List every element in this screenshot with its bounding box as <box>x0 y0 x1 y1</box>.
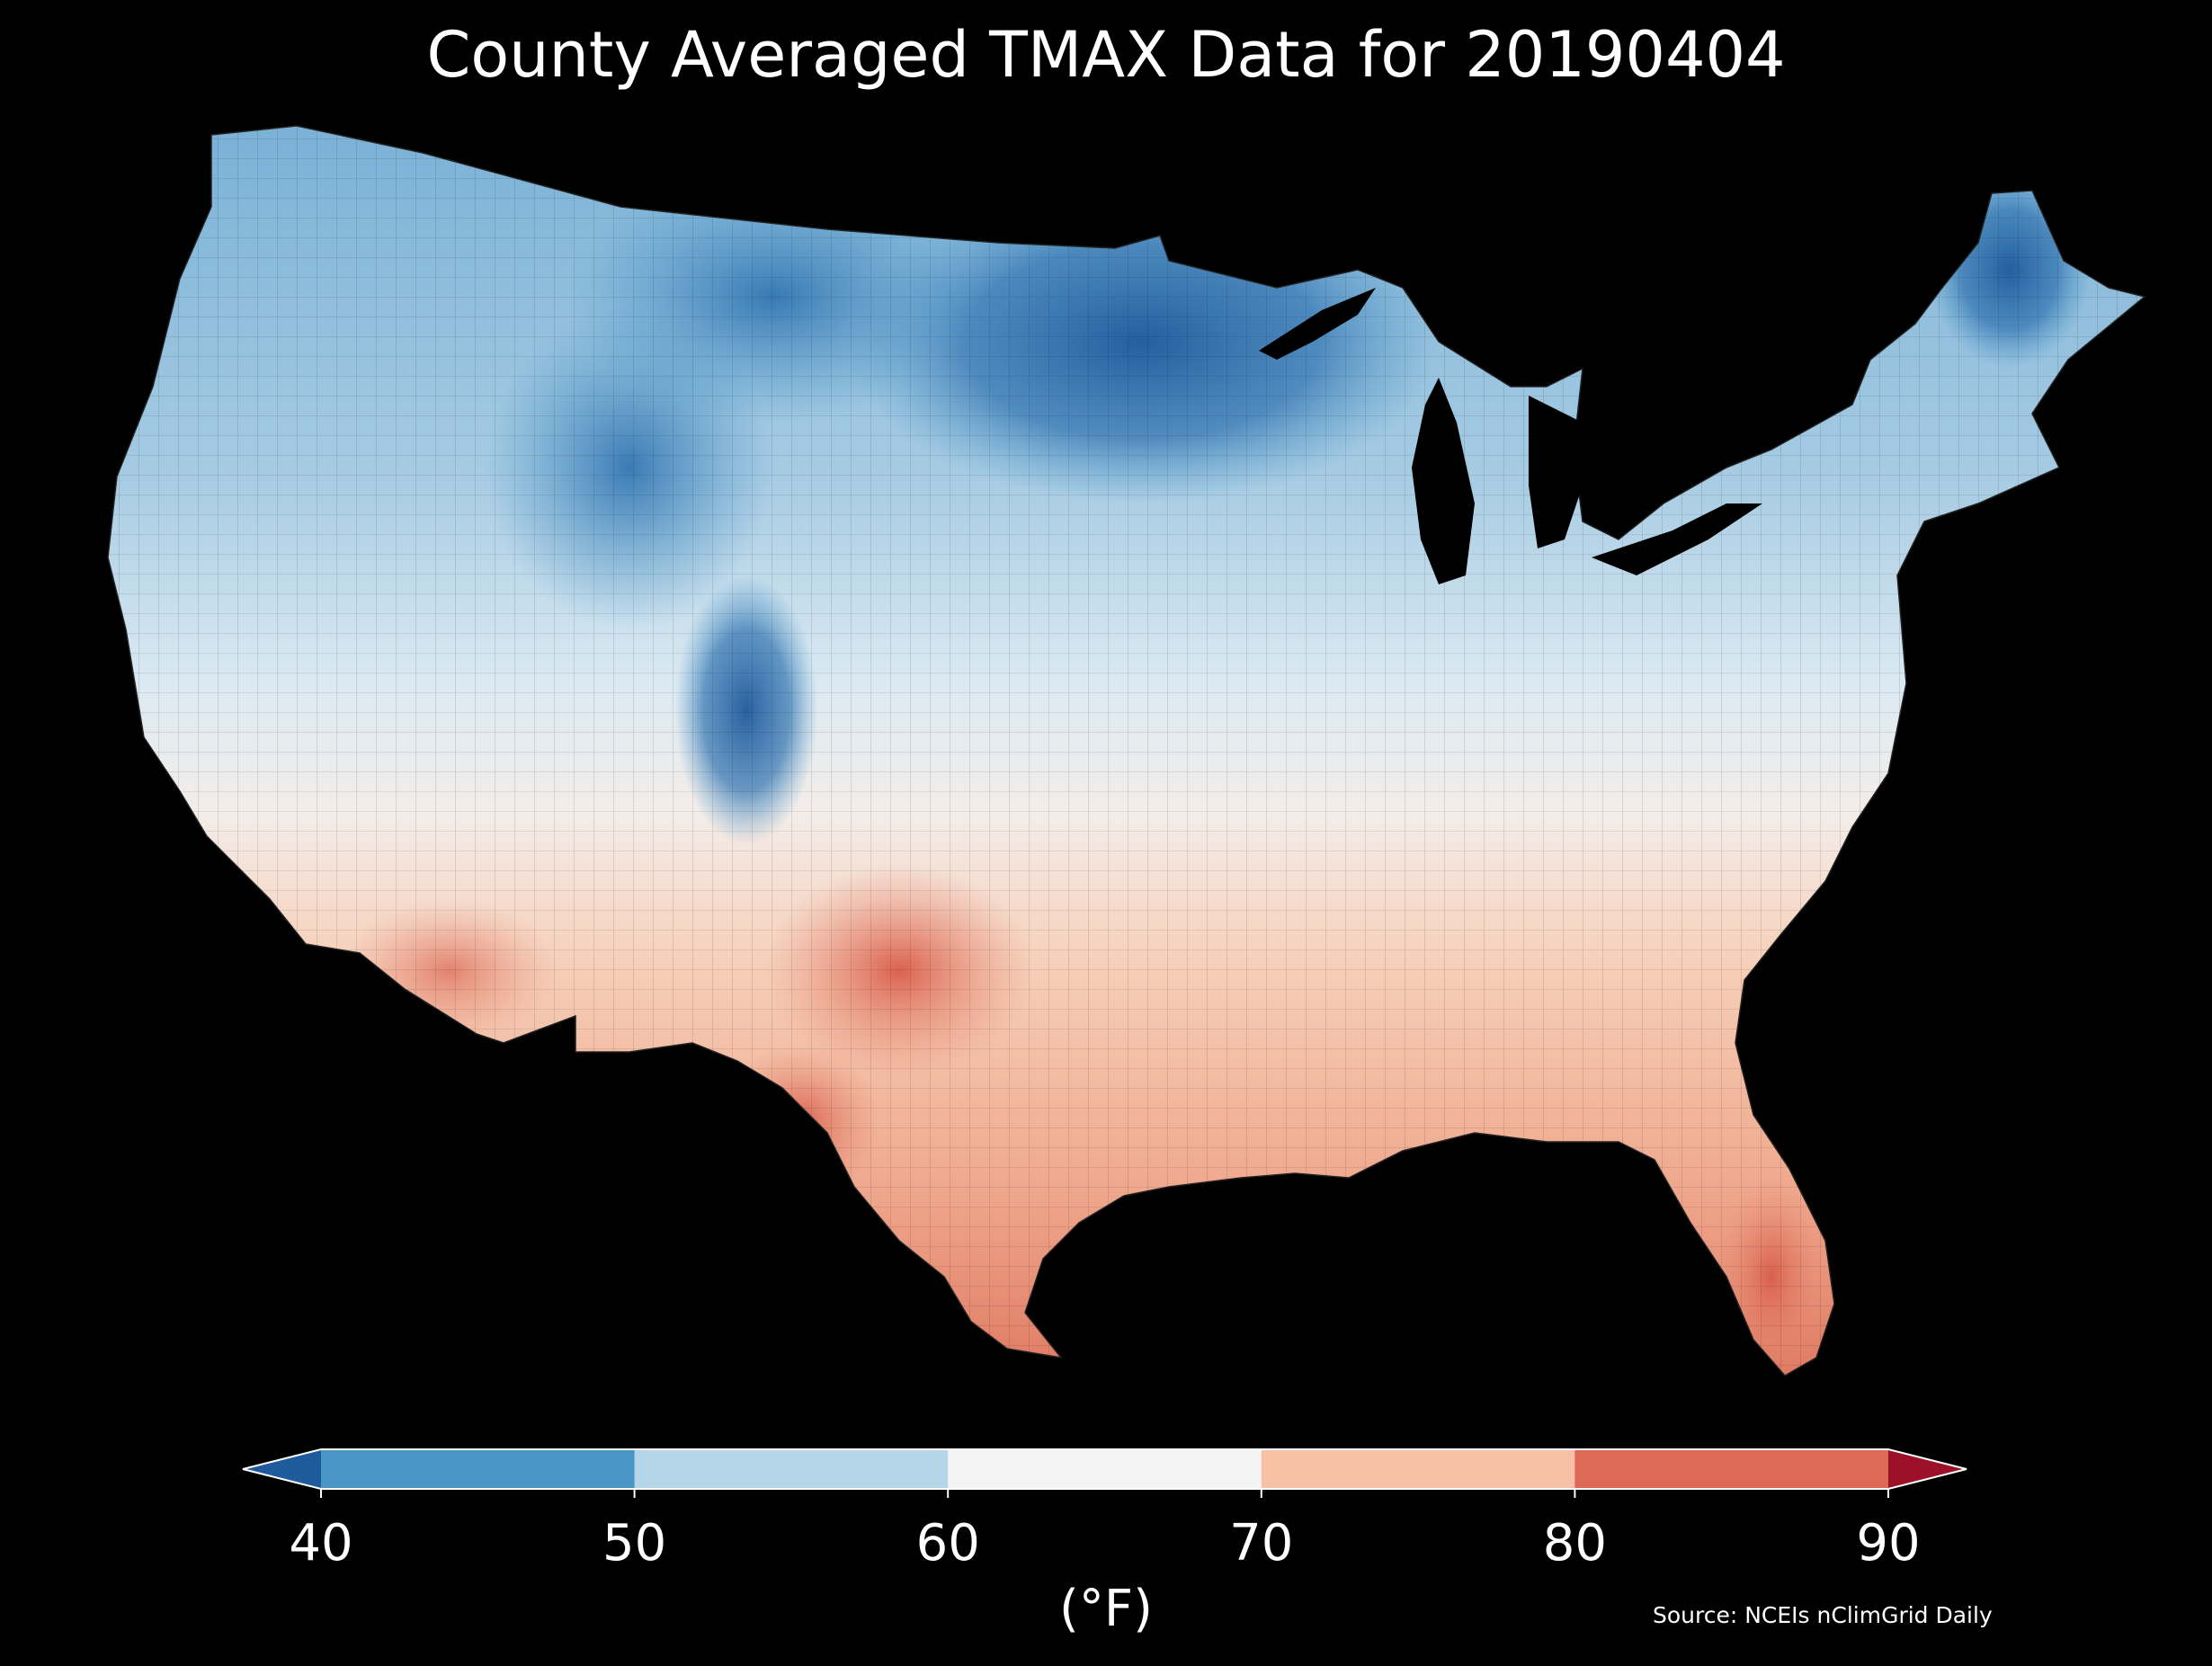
colorbar-bin <box>1574 1449 1889 1489</box>
colorbar-tick-label: 70 <box>1229 1514 1293 1572</box>
colorbar-bin <box>1261 1449 1575 1489</box>
colorbar-bin <box>948 1449 1262 1489</box>
lake-huron <box>1529 396 1583 548</box>
colorbar-extend-high <box>1888 1449 1967 1489</box>
lake-superior <box>1259 288 1376 360</box>
colorbar-unit-label: (°F) <box>1059 1580 1153 1638</box>
colorbar-tick-label: 80 <box>1543 1514 1607 1572</box>
colorbar-extend-low <box>243 1449 321 1489</box>
colorbar-tick-label: 40 <box>289 1514 352 1572</box>
chart-title: County Averaged TMAX Data for 20190404 <box>426 18 1786 92</box>
lake-erie-ontario <box>1592 503 1762 575</box>
colorbar-tick-label: 90 <box>1856 1514 1920 1572</box>
source-credit: Source: NCEIs nClimGrid Daily <box>1653 1602 1993 1628</box>
lake-michigan <box>1412 378 1475 584</box>
colorbar-tick-label: 50 <box>602 1514 666 1572</box>
colorbar-bin <box>634 1449 949 1489</box>
colorbar-bin <box>321 1449 636 1489</box>
colorbar-tick-label: 60 <box>916 1514 980 1572</box>
